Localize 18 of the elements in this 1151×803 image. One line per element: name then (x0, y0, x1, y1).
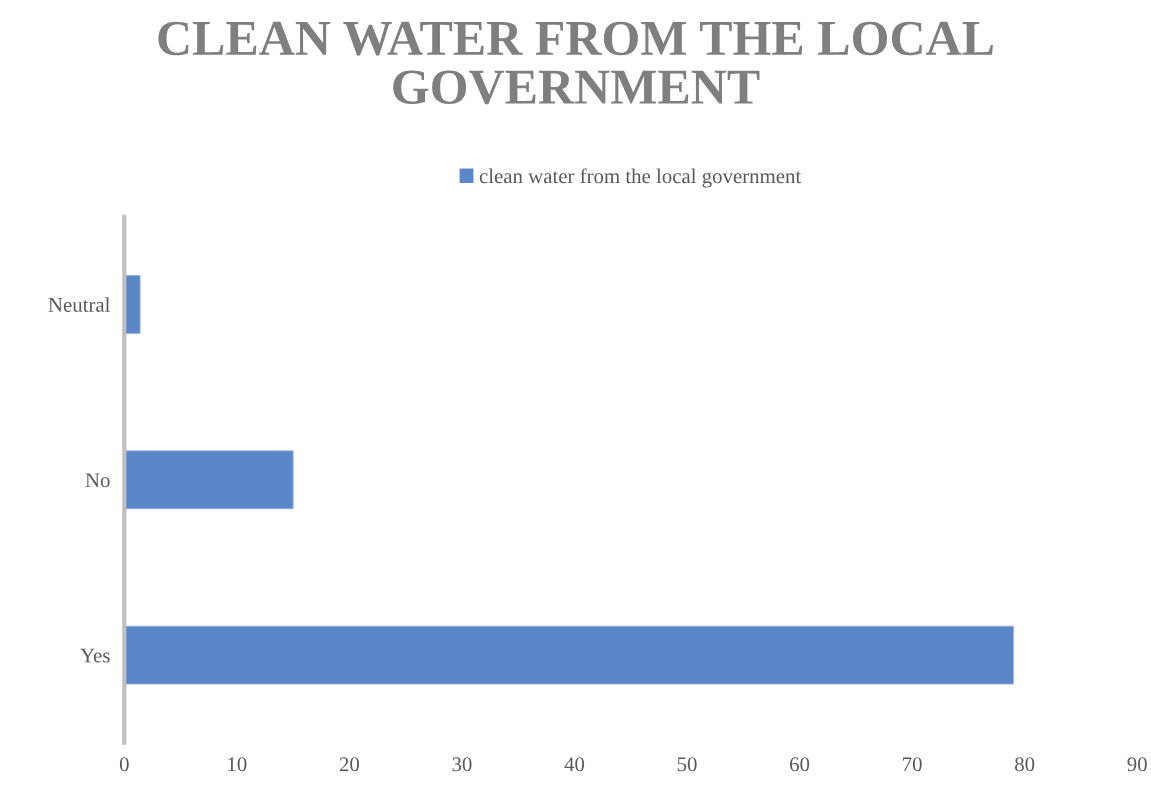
bar (124, 625, 1014, 685)
legend-label: clean water from the local government (479, 168, 802, 188)
x-tick-label: 80 (1015, 757, 1035, 772)
x-tick-label: 60 (790, 757, 810, 772)
x-tick-label: 30 (452, 757, 472, 772)
x-tick-label: 90 (1127, 757, 1147, 772)
y-tick-label: Yes (80, 648, 110, 663)
y-tick-label: No (85, 473, 110, 488)
bar (124, 275, 141, 334)
x-tick-label: 50 (677, 757, 697, 772)
y-tick-label: Neutral (48, 297, 110, 312)
x-tick-label: 10 (228, 757, 247, 772)
x-tick-label: 0 (119, 757, 129, 772)
bar (124, 450, 294, 510)
x-tick-label: 20 (339, 757, 360, 772)
x-tick-label: 70 (903, 757, 922, 772)
x-tick-label: 40 (564, 757, 585, 772)
chart-title: CLEAN WATER FROM THE LOCAL GOVERNMENT (158, 21, 993, 105)
